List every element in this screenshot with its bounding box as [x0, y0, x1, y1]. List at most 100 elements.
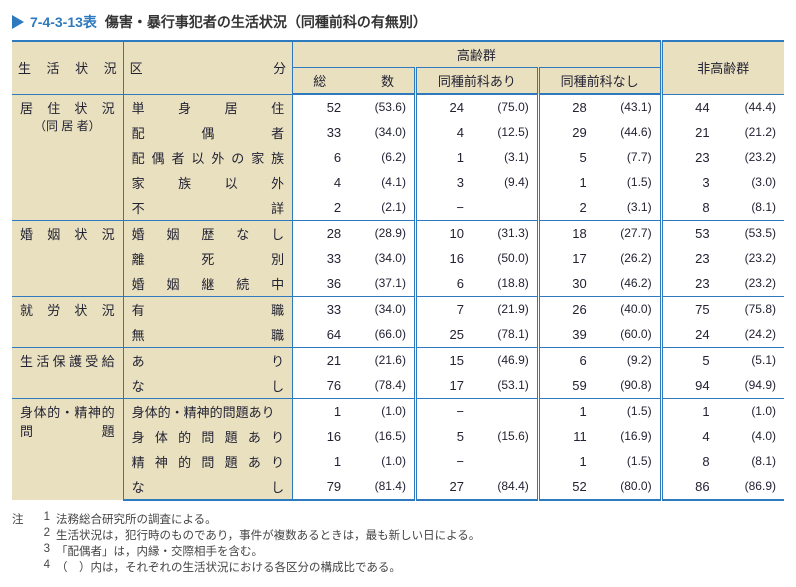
- pct-cell: (44.4): [720, 94, 784, 120]
- row-label: 身体的・精神的問題あり: [123, 398, 293, 424]
- row-label: 離 死 別: [123, 246, 293, 271]
- hdr-classification: 区 分: [123, 41, 293, 94]
- value-cell: 4: [293, 170, 351, 195]
- value-cell: 24: [661, 322, 719, 348]
- hdr-without-record: 同種前科なし: [538, 68, 661, 95]
- pct-cell: (1.0): [351, 398, 415, 424]
- pct-cell: (28.9): [351, 220, 415, 246]
- pct-cell: (12.5): [474, 120, 538, 145]
- value-cell: 6: [293, 145, 351, 170]
- value-cell: 86: [661, 474, 719, 500]
- row-label: 配 偶 者: [123, 120, 293, 145]
- pct-cell: (9.4): [474, 170, 538, 195]
- triangle-icon: [12, 15, 24, 29]
- value-cell: 23: [661, 271, 719, 297]
- value-cell: 24: [415, 94, 473, 120]
- row-label: 婚 姻 歴 な し: [123, 220, 293, 246]
- pct-cell: (4.0): [720, 424, 784, 449]
- value-cell: 30: [538, 271, 596, 297]
- note-text: 生活状況は，犯行時のものであり，事件が複数あるときは，最も新しい日による。: [56, 527, 480, 543]
- category-cell: 就 労 状 況: [12, 296, 123, 347]
- table-title-row: 7-4-3-13表 傷害・暴行事犯者の生活状況（同種前科の有無別）: [12, 12, 784, 32]
- hdr-with-record: 同種前科あり: [415, 68, 538, 95]
- table-row: な し76(78.4)17(53.1)59(90.8)94(94.9): [12, 373, 784, 399]
- note-text: （ ）内は，それぞれの生活状況における各区分の構成比である。: [56, 559, 401, 575]
- table-row: な し79(81.4)27(84.4)52(80.0)86(86.9): [12, 474, 784, 500]
- pct-cell: (37.1): [351, 271, 415, 297]
- value-cell: 27: [415, 474, 473, 500]
- value-cell: −: [415, 449, 473, 474]
- value-cell: 23: [661, 145, 719, 170]
- row-label: 身 体 的 問 題 あ り: [123, 424, 293, 449]
- value-cell: 5: [538, 145, 596, 170]
- value-cell: 21: [293, 347, 351, 373]
- table-header: 生 活 状 況 区 分 高齢群 非高齢群 総 数 同種前科あり 同種前科なし: [12, 41, 784, 94]
- value-cell: 4: [415, 120, 473, 145]
- value-cell: 1: [538, 449, 596, 474]
- pct-cell: (2.1): [351, 195, 415, 221]
- pct-cell: (44.6): [597, 120, 661, 145]
- category-cell: 婚 姻 状 況: [12, 220, 123, 296]
- pct-cell: (50.0): [474, 246, 538, 271]
- pct-cell: (34.0): [351, 120, 415, 145]
- value-cell: 23: [661, 246, 719, 271]
- pct-cell: (46.9): [474, 347, 538, 373]
- note-row: 4（ ）内は，それぞれの生活状況における各区分の構成比である。: [12, 559, 784, 575]
- notes: 注1法務総合研究所の調査による。2生活状況は，犯行時のものであり，事件が複数ある…: [12, 511, 784, 575]
- value-cell: 39: [538, 322, 596, 348]
- pct-cell: (16.5): [351, 424, 415, 449]
- category-cell: 生活保護受給: [12, 347, 123, 398]
- pct-cell: (1.0): [720, 398, 784, 424]
- pct-cell: (23.2): [720, 271, 784, 297]
- row-label: な し: [123, 474, 293, 500]
- note-row: 2生活状況は，犯行時のものであり，事件が複数あるときは，最も新しい日による。: [12, 527, 784, 543]
- pct-cell: [474, 195, 538, 221]
- pct-cell: (81.4): [351, 474, 415, 500]
- pct-cell: (78.4): [351, 373, 415, 399]
- value-cell: 33: [293, 246, 351, 271]
- value-cell: 64: [293, 322, 351, 348]
- pct-cell: (18.8): [474, 271, 538, 297]
- pct-cell: (53.1): [474, 373, 538, 399]
- data-table: 生 活 状 況 区 分 高齢群 非高齢群 総 数 同種前科あり 同種前科なし 居…: [12, 40, 784, 501]
- pct-cell: (46.2): [597, 271, 661, 297]
- hdr-life-situation: 生 活 状 況: [12, 41, 123, 94]
- value-cell: 3: [415, 170, 473, 195]
- value-cell: 3: [661, 170, 719, 195]
- pct-cell: (1.5): [597, 449, 661, 474]
- value-cell: 26: [538, 296, 596, 322]
- pct-cell: (1.5): [597, 170, 661, 195]
- category-cell: 居 住 状 況（同 居 者）: [12, 94, 123, 220]
- value-cell: 25: [415, 322, 473, 348]
- table-row: 無 職64(66.0)25(78.1)39(60.0)24(24.2): [12, 322, 784, 348]
- value-cell: 1: [293, 449, 351, 474]
- pct-cell: (8.1): [720, 449, 784, 474]
- note-row: 注1法務総合研究所の調査による。: [12, 511, 784, 527]
- value-cell: 75: [661, 296, 719, 322]
- pct-cell: (1.5): [597, 398, 661, 424]
- pct-cell: (8.1): [720, 195, 784, 221]
- table-number: 7-4-3-13表: [30, 12, 97, 32]
- table-row: 身体的・精神的問 題身体的・精神的問題あり1(1.0)−1(1.5)1(1.0): [12, 398, 784, 424]
- value-cell: 94: [661, 373, 719, 399]
- value-cell: 28: [538, 94, 596, 120]
- value-cell: 79: [293, 474, 351, 500]
- table-row: 離 死 別33(34.0)16(50.0)17(26.2)23(23.2): [12, 246, 784, 271]
- pct-cell: (84.4): [474, 474, 538, 500]
- pct-cell: (4.1): [351, 170, 415, 195]
- value-cell: 52: [293, 94, 351, 120]
- value-cell: 76: [293, 373, 351, 399]
- value-cell: 10: [415, 220, 473, 246]
- table-row: 身 体 的 問 題 あ り16(16.5)5(15.6)11(16.9)4(4.…: [12, 424, 784, 449]
- value-cell: 59: [538, 373, 596, 399]
- pct-cell: [474, 398, 538, 424]
- pct-cell: (53.5): [720, 220, 784, 246]
- pct-cell: (34.0): [351, 246, 415, 271]
- pct-cell: (75.0): [474, 94, 538, 120]
- row-label: あ り: [123, 347, 293, 373]
- pct-cell: (21.6): [351, 347, 415, 373]
- pct-cell: [474, 449, 538, 474]
- pct-cell: (94.9): [720, 373, 784, 399]
- pct-cell: (31.3): [474, 220, 538, 246]
- table-row: 居 住 状 況（同 居 者）単 身 居 住52(53.6)24(75.0)28(…: [12, 94, 784, 120]
